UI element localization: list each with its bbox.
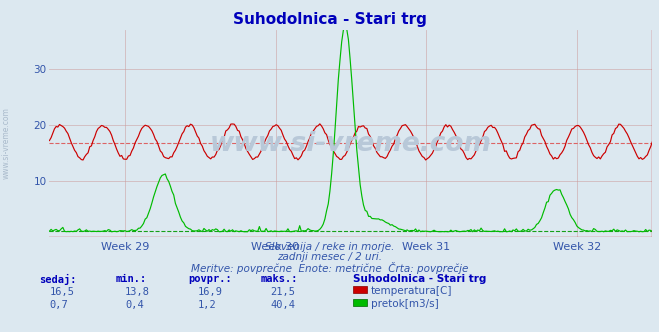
Text: temperatura[C]: temperatura[C] xyxy=(371,286,453,295)
Text: pretok[m3/s]: pretok[m3/s] xyxy=(371,299,439,309)
Text: povpr.:: povpr.: xyxy=(188,274,231,284)
Text: sedaj:: sedaj: xyxy=(40,274,77,285)
Text: 16,9: 16,9 xyxy=(198,287,223,297)
Text: 21,5: 21,5 xyxy=(270,287,295,297)
Text: Suhodolnica - Stari trg: Suhodolnica - Stari trg xyxy=(353,274,486,284)
Text: 0,4: 0,4 xyxy=(125,300,144,310)
Text: 13,8: 13,8 xyxy=(125,287,150,297)
Text: min.:: min.: xyxy=(115,274,146,284)
Text: Meritve: povprečne  Enote: metrične  Črta: povprečje: Meritve: povprečne Enote: metrične Črta:… xyxy=(191,262,468,274)
Text: Slovenija / reke in morje.: Slovenija / reke in morje. xyxy=(265,242,394,252)
Text: maks.:: maks.: xyxy=(260,274,298,284)
Text: www.si-vreme.com: www.si-vreme.com xyxy=(210,131,492,157)
Text: zadnji mesec / 2 uri.: zadnji mesec / 2 uri. xyxy=(277,252,382,262)
Text: 1,2: 1,2 xyxy=(198,300,216,310)
Text: 40,4: 40,4 xyxy=(270,300,295,310)
Text: www.si-vreme.com: www.si-vreme.com xyxy=(2,107,11,179)
Text: Suhodolnica - Stari trg: Suhodolnica - Stari trg xyxy=(233,12,426,27)
Text: 0,7: 0,7 xyxy=(49,300,68,310)
Text: 16,5: 16,5 xyxy=(49,287,74,297)
